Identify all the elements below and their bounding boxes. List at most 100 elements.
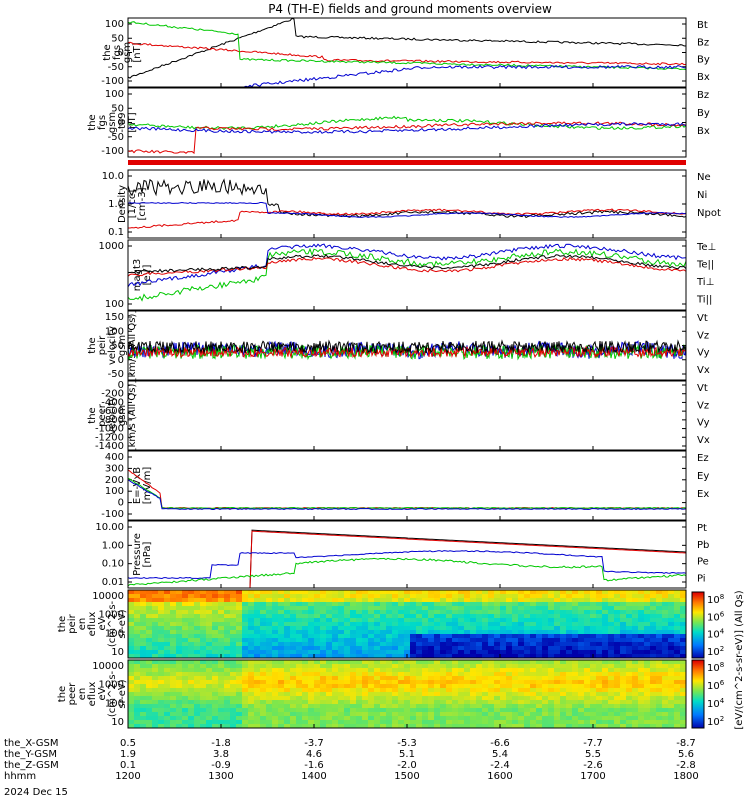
spec-cell (356, 720, 362, 724)
spec-cell (314, 594, 320, 598)
spec-cell (146, 676, 152, 680)
spec-cell (542, 598, 548, 602)
spec-cell (542, 716, 548, 720)
spec-cell (242, 704, 248, 708)
spec-cell (146, 630, 152, 634)
spec-cell (158, 638, 164, 642)
spec-cell (440, 700, 446, 704)
spec-cell (356, 668, 362, 672)
footer-value: 4.6 (306, 749, 322, 760)
spec-cell (308, 680, 314, 684)
spec-cell (374, 622, 380, 626)
spec-cell (620, 610, 626, 614)
spec-cell (476, 638, 482, 642)
spec-cell (290, 716, 296, 720)
spec-cell (242, 660, 248, 664)
spec-cell (662, 642, 668, 646)
spec-cell (344, 716, 350, 720)
spec-cell (632, 618, 638, 622)
spec-cell (206, 696, 212, 700)
spec-cell (386, 606, 392, 610)
spec-cell (374, 716, 380, 720)
spec-cell (560, 614, 566, 618)
spec-cell (446, 610, 452, 614)
spec-cell (284, 602, 290, 606)
spec-cell (152, 704, 158, 708)
spec-cell (668, 598, 674, 602)
spec-cell (188, 646, 194, 650)
spec-cell (236, 720, 242, 724)
spec-cell (566, 626, 572, 630)
spec-cell (134, 638, 140, 642)
spec-cell (212, 642, 218, 646)
y-tick-label: 10 (111, 717, 124, 728)
spec-cell (290, 708, 296, 712)
spec-cell (494, 626, 500, 630)
legend-Vz: Vz (697, 330, 709, 341)
spec-cell (308, 716, 314, 720)
spec-cell (428, 696, 434, 700)
spec-cell (194, 614, 200, 618)
colorbar-cell (692, 617, 704, 619)
spec-cell (680, 712, 686, 716)
spec-cell (278, 654, 284, 658)
spec-cell (152, 618, 158, 622)
spec-cell (140, 630, 146, 634)
spec-cell (386, 594, 392, 598)
footer-value: -5.3 (397, 738, 417, 749)
colorbar-cell (692, 686, 704, 688)
spec-cell (170, 688, 176, 692)
spec-cell (368, 638, 374, 642)
spec-cell (566, 664, 572, 668)
spec-cell (674, 696, 680, 700)
spec-cell (614, 638, 620, 642)
colorbar-cell (692, 619, 704, 621)
spec-cell (194, 594, 200, 598)
spec-cell (458, 724, 464, 728)
spec-cell (422, 650, 428, 654)
spec-cell (434, 708, 440, 712)
spec-cell (668, 634, 674, 638)
spec-cell (548, 712, 554, 716)
spec-cell (644, 720, 650, 724)
spec-cell (674, 642, 680, 646)
spec-cell (482, 630, 488, 634)
spec-cell (200, 692, 206, 696)
spec-cell (392, 696, 398, 700)
spec-cell (416, 642, 422, 646)
spec-cell (398, 700, 404, 704)
spec-cell (272, 680, 278, 684)
spec-cell (146, 664, 152, 668)
spec-cell (248, 676, 254, 680)
colorbar-cell (692, 634, 704, 636)
spec-cell (158, 630, 164, 634)
spec-cell (434, 704, 440, 708)
spec-cell (530, 618, 536, 622)
spec-cell (680, 664, 686, 668)
spec-cell (278, 712, 284, 716)
spec-cell (368, 680, 374, 684)
spec-cell (212, 626, 218, 630)
spec-cell (680, 634, 686, 638)
y-tick-label: 0 (118, 380, 124, 391)
spec-cell (590, 708, 596, 712)
spec-cell (608, 700, 614, 704)
spec-cell (548, 680, 554, 684)
spec-cell (560, 664, 566, 668)
legend-Pi: Pi (697, 573, 706, 584)
spec-cell (260, 622, 266, 626)
spec-cell (674, 664, 680, 668)
spec-cell (440, 606, 446, 610)
spec-cell (542, 614, 548, 618)
spec-cell (272, 696, 278, 700)
spec-cell (164, 712, 170, 716)
spec-cell (410, 602, 416, 606)
spec-cell (194, 680, 200, 684)
spec-cell (332, 630, 338, 634)
spec-cell (512, 594, 518, 598)
spec-cell (422, 708, 428, 712)
spec-cell (620, 606, 626, 610)
spec-cell (590, 716, 596, 720)
